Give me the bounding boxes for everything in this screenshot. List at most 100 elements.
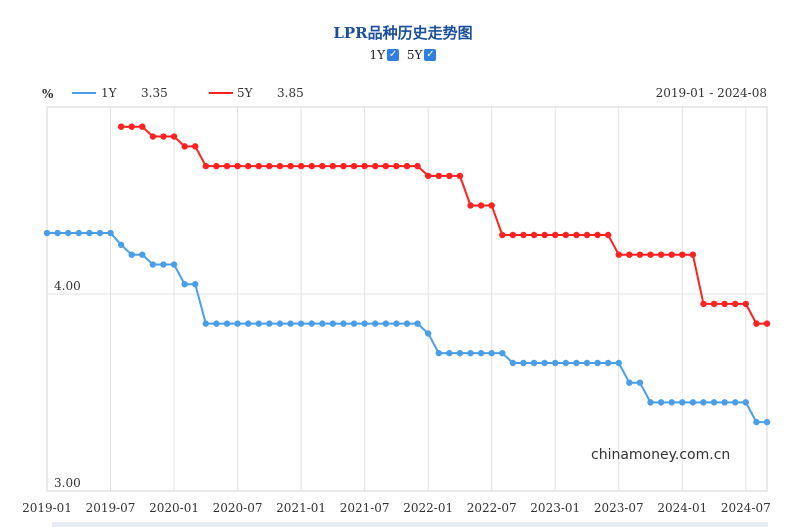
data-point-1y[interactable] <box>499 349 506 357</box>
data-point-5y[interactable] <box>223 162 231 170</box>
data-point-1y[interactable] <box>477 349 485 357</box>
data-point-1y[interactable] <box>530 359 538 367</box>
data-point-1y[interactable] <box>297 320 305 327</box>
data-point-1y[interactable] <box>710 399 718 406</box>
data-point-5y[interactable] <box>308 162 315 170</box>
data-point-1y[interactable] <box>54 229 61 237</box>
data-point-5y[interactable] <box>467 202 474 209</box>
data-point-1y[interactable] <box>615 359 622 367</box>
data-point-5y[interactable] <box>636 251 644 258</box>
data-point-1y[interactable] <box>647 399 654 406</box>
data-point-5y[interactable] <box>763 320 771 327</box>
data-point-5y[interactable] <box>710 300 718 308</box>
data-point-1y[interactable] <box>467 349 474 357</box>
data-point-1y[interactable] <box>679 399 686 406</box>
data-point-1y[interactable] <box>244 320 252 327</box>
data-point-1y[interactable] <box>117 241 125 249</box>
data-point-1y[interactable] <box>43 229 51 237</box>
data-point-1y[interactable] <box>689 399 697 406</box>
data-point-1y[interactable] <box>414 320 421 327</box>
data-point-1y[interactable] <box>308 320 315 327</box>
data-point-5y[interactable] <box>499 231 506 239</box>
data-point-1y[interactable] <box>319 320 326 327</box>
data-point-1y[interactable] <box>700 399 707 406</box>
data-point-1y[interactable] <box>636 379 644 386</box>
data-point-1y[interactable] <box>382 320 390 327</box>
data-point-5y[interactable] <box>541 231 548 239</box>
data-point-1y[interactable] <box>160 261 167 268</box>
data-point-5y[interactable] <box>287 162 294 170</box>
data-point-5y[interactable] <box>668 251 675 258</box>
data-point-5y[interactable] <box>753 320 760 327</box>
data-point-1y[interactable] <box>456 349 464 357</box>
legend-1y-name[interactable]: 1Y <box>101 86 118 100</box>
data-point-5y[interactable] <box>160 133 167 140</box>
data-point-5y[interactable] <box>361 162 368 170</box>
data-point-5y[interactable] <box>594 231 601 239</box>
data-point-5y[interactable] <box>721 300 728 308</box>
data-point-1y[interactable] <box>181 281 188 288</box>
data-point-5y[interactable] <box>530 231 538 239</box>
data-point-5y[interactable] <box>742 300 750 308</box>
data-point-1y[interactable] <box>668 399 675 406</box>
data-point-5y[interactable] <box>414 162 421 170</box>
data-point-5y[interactable] <box>139 123 146 130</box>
data-point-1y[interactable] <box>223 320 231 327</box>
data-point-5y[interactable] <box>679 251 686 258</box>
data-point-1y[interactable] <box>287 320 294 327</box>
data-point-1y[interactable] <box>64 229 72 237</box>
data-point-1y[interactable] <box>742 399 750 406</box>
data-point-5y[interactable] <box>117 123 125 130</box>
data-point-1y[interactable] <box>234 320 241 327</box>
data-point-1y[interactable] <box>446 349 453 357</box>
data-point-5y[interactable] <box>509 231 517 239</box>
data-point-1y[interactable] <box>202 320 210 327</box>
data-point-1y[interactable] <box>753 418 760 426</box>
data-point-1y[interactable] <box>583 359 591 367</box>
data-point-5y[interactable] <box>276 162 284 170</box>
data-point-5y[interactable] <box>732 300 739 308</box>
data-point-5y[interactable] <box>604 231 612 239</box>
data-point-1y[interactable] <box>488 349 495 357</box>
data-point-1y[interactable] <box>573 359 580 367</box>
data-point-5y[interactable] <box>647 251 654 258</box>
data-point-1y[interactable] <box>763 418 771 426</box>
data-point-1y[interactable] <box>86 229 93 237</box>
data-point-5y[interactable] <box>435 172 442 180</box>
data-point-1y[interactable] <box>276 320 284 327</box>
data-point-5y[interactable] <box>488 202 495 209</box>
toggle-5y[interactable]: 5Y ✓ <box>407 48 437 62</box>
data-point-1y[interactable] <box>372 320 379 327</box>
data-point-1y[interactable] <box>604 359 612 367</box>
data-point-1y[interactable] <box>657 399 665 406</box>
data-point-1y[interactable] <box>594 359 601 367</box>
data-point-5y[interactable] <box>149 133 157 140</box>
data-point-1y[interactable] <box>541 359 548 367</box>
data-point-5y[interactable] <box>234 162 241 170</box>
data-point-1y[interactable] <box>107 229 114 237</box>
data-point-1y[interactable] <box>139 251 146 258</box>
data-point-5y[interactable] <box>202 162 210 170</box>
data-point-5y[interactable] <box>128 123 135 130</box>
data-point-1y[interactable] <box>509 359 517 367</box>
data-point-5y[interactable] <box>319 162 326 170</box>
data-point-5y[interactable] <box>689 251 697 258</box>
data-point-1y[interactable] <box>75 229 82 237</box>
data-point-5y[interactable] <box>583 231 591 239</box>
data-point-5y[interactable] <box>552 231 559 239</box>
data-point-5y[interactable] <box>456 172 464 180</box>
data-point-5y[interactable] <box>350 162 358 170</box>
data-point-1y[interactable] <box>732 399 739 406</box>
data-point-5y[interactable] <box>446 172 453 180</box>
data-point-1y[interactable] <box>128 251 135 258</box>
data-point-1y[interactable] <box>329 320 337 327</box>
data-point-1y[interactable] <box>552 359 559 367</box>
checkbox-checked-icon[interactable]: ✓ <box>387 49 400 61</box>
data-point-1y[interactable] <box>721 399 728 406</box>
data-point-5y[interactable] <box>573 231 580 239</box>
checkbox-checked-icon[interactable]: ✓ <box>424 49 437 61</box>
data-point-5y[interactable] <box>372 162 379 170</box>
data-point-5y[interactable] <box>382 162 390 170</box>
data-point-1y[interactable] <box>266 320 273 327</box>
data-point-1y[interactable] <box>562 359 570 367</box>
